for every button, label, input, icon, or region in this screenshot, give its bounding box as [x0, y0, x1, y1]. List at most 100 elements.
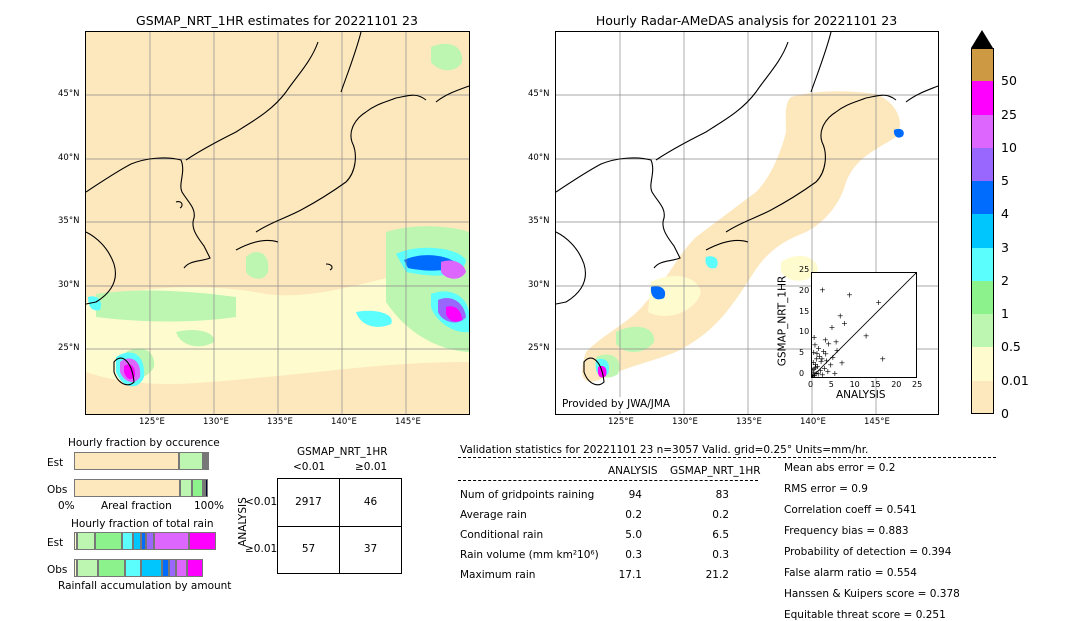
right-map-title: Hourly Radar-AMeDAS analysis for 2022110… — [595, 13, 898, 28]
scatter-point: + — [841, 319, 848, 328]
stacked-bar-segment — [124, 559, 141, 577]
colorbar-label: 4 — [1001, 206, 1009, 222]
right-lon-label: 125°E — [608, 417, 634, 427]
colorbar-label: 0.01 — [1001, 372, 1029, 388]
contingency-title: GSMAP_NRT_1HR — [297, 446, 388, 458]
rain-fraction-title: Hourly fraction of total rain — [71, 518, 214, 530]
stacked-bar-segment — [189, 532, 217, 550]
right-map[interactable]: ++++++++++++++++++++++++++++++++++++++++… — [555, 31, 939, 415]
contingency-row-1: ≥0.01 — [245, 543, 278, 555]
stacked-bar-segment — [74, 532, 77, 550]
occurence-title: Hourly fraction by occurence — [68, 437, 220, 449]
validation-header: Validation statistics for 20221101 23 n=… — [460, 444, 869, 456]
validation-cell: Rain volume (mm km²10⁶) — [460, 549, 599, 561]
stacked-bar-segment — [146, 532, 155, 550]
stacked-bar-segment — [206, 452, 209, 470]
scatter-point: + — [814, 362, 821, 371]
scatter-point: + — [811, 366, 816, 375]
validation-score: Hanssen & Kuipers score = 0.378 — [784, 588, 960, 600]
left-lat-label: 40°N — [58, 153, 80, 163]
scatter-point: + — [827, 361, 834, 370]
stacked-bar-segment — [132, 532, 141, 550]
rain-fraction-bars — [74, 532, 217, 578]
scatter-y-tick: 10 — [799, 327, 810, 337]
colorbar-label: 25 — [1001, 106, 1017, 122]
scatter-point: + — [812, 363, 819, 372]
validation-score: Probability of detection = 0.394 — [784, 546, 952, 558]
validation-cell: 6.5 — [712, 529, 729, 541]
occurence-xlabel: Areal fraction — [101, 500, 172, 512]
stacked-bar-segment — [179, 479, 192, 497]
right-graticule — [556, 32, 938, 414]
scatter-y-tick: 15 — [799, 306, 810, 316]
scatter-point: + — [863, 331, 870, 340]
stacked-bar-segment — [205, 479, 208, 497]
scatter-point: + — [829, 353, 836, 362]
validation-table-rule — [458, 480, 758, 481]
scatter-point: + — [811, 372, 816, 378]
stacked-bar-segment — [74, 479, 180, 497]
scatter-point: + — [811, 333, 817, 342]
contingency-table: 2917 46 57 37 — [277, 478, 402, 574]
scatter-point: + — [811, 371, 816, 378]
rain-fraction-label-est: Est — [47, 537, 64, 549]
validation-score: RMS error = 0.9 — [784, 483, 868, 495]
colorbar: 0 0.01 0.5 1 2 3 4 5 10 25 50 — [971, 30, 1029, 421]
validation-cell: 83 — [715, 489, 729, 501]
scatter-point: + — [846, 291, 853, 300]
left-lon-label: 125°E — [139, 417, 165, 427]
scatter-point: + — [818, 357, 825, 366]
stacked-bar-segment — [162, 559, 170, 577]
rain-fraction-label-obs: Obs — [47, 564, 68, 576]
right-lat-label: 35°N — [528, 216, 550, 226]
colorbar-label: 2 — [1001, 272, 1009, 288]
scatter-point: + — [820, 347, 827, 356]
scatter-point: + — [813, 369, 820, 378]
scatter-point: + — [822, 336, 829, 345]
left-map-canvas — [86, 32, 469, 414]
right-lon-label: 130°E — [672, 417, 698, 427]
left-map[interactable] — [85, 31, 470, 415]
scatter-point: + — [813, 354, 820, 363]
contingency-cell: 46 — [363, 496, 378, 508]
scatter-point: + — [815, 370, 822, 378]
scatter-y-tick: 0 — [799, 369, 805, 378]
colorbar-label: 0 — [1001, 406, 1009, 421]
validation-cell: 5.0 — [625, 529, 642, 541]
right-lat-label: 40°N — [528, 153, 550, 163]
data-credit: Provided by JWA/JMA — [559, 397, 674, 411]
scatter-point: + — [815, 344, 822, 353]
validation-score: Frequency bias = 0.883 — [784, 525, 909, 537]
scatter-y-tick: 25 — [799, 265, 810, 274]
validation-cell: 0.3 — [712, 549, 729, 561]
contingency-col-0: <0.01 — [293, 461, 326, 473]
identity-line — [812, 273, 916, 377]
right-lon-label: 140°E — [800, 417, 826, 427]
colorbar-label: 1 — [1001, 306, 1009, 322]
right-lon-label: 145°E — [864, 417, 890, 427]
stacked-bar-segment — [74, 452, 179, 470]
left-graticule — [86, 32, 469, 414]
scatter-x-tick: 10 — [849, 380, 860, 389]
rain-fraction-xlabel: Rainfall accumulation by amount — [58, 580, 232, 592]
left-lat-label: 35°N — [58, 216, 80, 226]
stacked-bar-segment — [175, 559, 187, 577]
scatter-point: + — [829, 323, 836, 332]
stacked-bar-segment — [154, 532, 190, 550]
validation-cell: 0.2 — [625, 509, 642, 521]
occurence-x100: 100% — [194, 500, 225, 512]
validation-cell: Average rain — [460, 509, 527, 521]
left-lat-label: 30°N — [58, 280, 80, 290]
validation-cell: 94 — [628, 489, 642, 501]
validation-score: Mean abs error = 0.2 — [784, 462, 896, 474]
validation-cell: 0.2 — [712, 509, 729, 521]
scatter-point: + — [839, 358, 846, 367]
scatter-point: + — [832, 369, 839, 378]
validation-score: Correlation coeff = 0.541 — [784, 504, 917, 516]
colorbar-label: 5 — [1001, 173, 1009, 189]
scatter-point: + — [811, 365, 817, 374]
stacked-bar-segment — [141, 559, 163, 577]
stacked-bar-segment — [178, 452, 203, 470]
scatter-x-tick: 20 — [891, 380, 902, 389]
scatter-point: + — [819, 371, 826, 378]
